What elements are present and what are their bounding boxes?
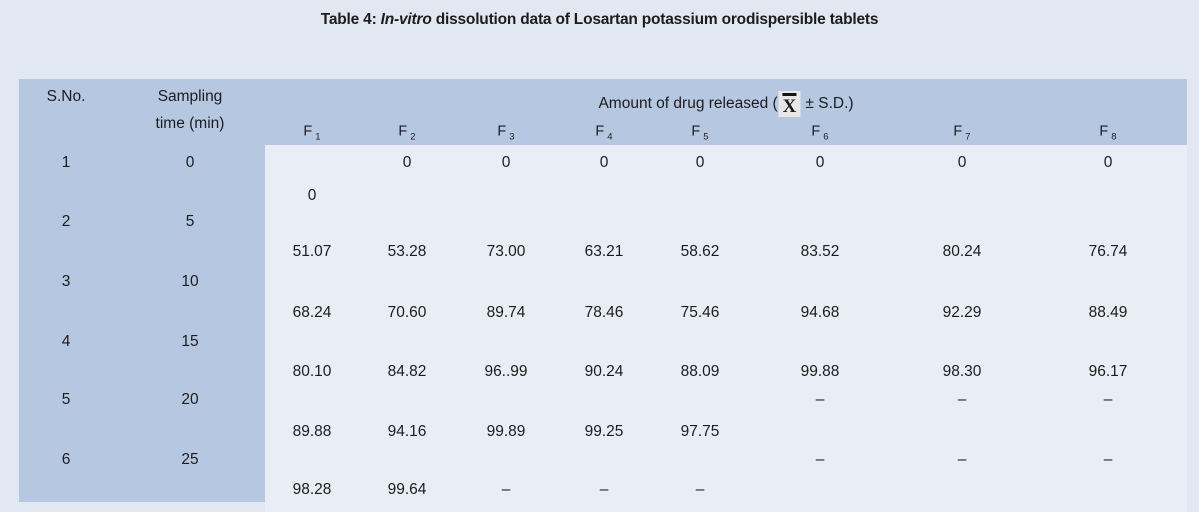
data-cell-f4: 99.25 <box>584 423 624 440</box>
data-cell-f7: – <box>957 391 967 408</box>
data-values-panel <box>265 145 1187 512</box>
row-label-time: 20 <box>181 391 199 408</box>
data-cell-f5: 0 <box>695 154 705 171</box>
data-cell-f5: 97.75 <box>680 423 720 440</box>
row-label-sno: 2 <box>61 213 71 230</box>
data-cell-f1: 68.24 <box>292 304 332 321</box>
data-cell-f7: 80.24 <box>942 243 982 260</box>
data-cell-f6: – <box>815 391 825 408</box>
data-cell-f6: 99.88 <box>800 363 840 380</box>
f-label-subscript: 1 <box>315 131 321 143</box>
f-label-subscript: 5 <box>703 131 709 143</box>
f-label-base: F <box>953 123 963 140</box>
column-header-sampling-line2: time (min) <box>155 115 225 132</box>
data-cell-f3: 99.89 <box>486 423 526 440</box>
data-cell-f1: 98.28 <box>292 481 332 498</box>
data-cell-f2: 84.82 <box>387 363 427 380</box>
data-cell-f3: 89.74 <box>486 304 526 321</box>
data-cell-f2: 70.60 <box>387 304 427 321</box>
row-label-sno: 3 <box>61 273 71 290</box>
data-cell-f8: 88.49 <box>1088 304 1128 321</box>
data-cell-f3: 96..99 <box>484 363 528 380</box>
f-label-base: F <box>497 123 507 140</box>
row-label-time: 0 <box>185 154 195 171</box>
data-cell-f8: – <box>1103 391 1113 408</box>
data-cell-f7: 0 <box>957 154 967 171</box>
data-cell-f4: 90.24 <box>584 363 624 380</box>
data-cell-f8: 0 <box>1103 154 1113 171</box>
left-columns-panel <box>19 79 265 502</box>
data-cell-f6: 0 <box>815 154 825 171</box>
data-cell-f2: 53.28 <box>387 243 427 260</box>
table-caption: Table 4: In-vitro dissolution data of Lo… <box>0 11 1199 29</box>
data-cell-f3: 73.00 <box>486 243 526 260</box>
row-label-time: 10 <box>181 273 199 290</box>
data-cell-f1: 0 <box>307 187 317 204</box>
data-cell-f7: 98.30 <box>942 363 982 380</box>
data-cell-f6: – <box>815 451 825 468</box>
row-label-sno: 6 <box>61 451 71 468</box>
f-label-base: F <box>595 123 605 140</box>
f-label-subscript: 6 <box>823 131 829 143</box>
f-label-base: F <box>398 123 408 140</box>
row-label-time: 25 <box>181 451 199 468</box>
f-label-base: F <box>303 123 313 140</box>
f-label-subscript: 8 <box>1111 131 1117 143</box>
caption-prefix: Table 4: <box>320 11 381 28</box>
data-cell-f4: – <box>599 481 609 498</box>
data-cell-f4: 0 <box>599 154 609 171</box>
data-cell-f3: 0 <box>501 154 511 171</box>
data-cell-f2: 0 <box>402 154 412 171</box>
data-cell-f7: 92.29 <box>942 304 982 321</box>
data-cell-f4: 78.46 <box>584 304 624 321</box>
data-cell-f5: 75.46 <box>680 304 720 321</box>
data-cell-f1: 89.88 <box>292 423 332 440</box>
caption-suffix: dissolution data of Losartan potassium o… <box>431 11 879 28</box>
caption-italic-invitro: In-vitro <box>380 11 432 28</box>
data-cell-f3: – <box>501 481 511 498</box>
data-cell-f8: 76.74 <box>1088 243 1128 260</box>
row-label-sno: 4 <box>61 333 71 350</box>
amount-header-prefix: Amount of drug released ( <box>598 95 778 112</box>
xbar-mean-symbol: X <box>778 91 801 117</box>
data-cell-f8: 96.17 <box>1088 363 1128 380</box>
f-label-subscript: 7 <box>965 131 971 143</box>
data-cell-f5: – <box>695 481 705 498</box>
data-cell-f5: 88.09 <box>680 363 720 380</box>
f-label-subscript: 4 <box>607 131 613 143</box>
data-cell-f2: 99.64 <box>387 481 427 498</box>
data-cell-f1: 51.07 <box>292 243 332 260</box>
data-cell-f7: – <box>957 451 967 468</box>
row-label-sno: 1 <box>61 154 71 171</box>
xbar-letter: X <box>782 93 797 116</box>
data-cell-f6: 94.68 <box>800 304 840 321</box>
f-label-base: F <box>1099 123 1109 140</box>
f-label-subscript: 3 <box>509 131 515 143</box>
f-label-base: F <box>811 123 821 140</box>
data-cell-f8: – <box>1103 451 1113 468</box>
row-label-time: 5 <box>185 213 195 230</box>
data-cell-f2: 94.16 <box>387 423 427 440</box>
f-label-base: F <box>691 123 701 140</box>
f-label-subscript: 2 <box>410 131 416 143</box>
row-label-time: 15 <box>181 333 199 350</box>
column-header-sno: S.No. <box>46 88 86 105</box>
data-cell-f6: 83.52 <box>800 243 840 260</box>
data-cell-f5: 58.62 <box>680 243 720 260</box>
data-cell-f4: 63.21 <box>584 243 624 260</box>
column-header-amount-released: Amount of drug released ( X ± S.D.) <box>598 91 854 117</box>
data-cell-f1: 80.10 <box>292 363 332 380</box>
amount-header-suffix: ± S.D.) <box>805 95 854 112</box>
column-header-sampling-line1: Sampling <box>157 88 223 105</box>
row-label-sno: 5 <box>61 391 71 408</box>
